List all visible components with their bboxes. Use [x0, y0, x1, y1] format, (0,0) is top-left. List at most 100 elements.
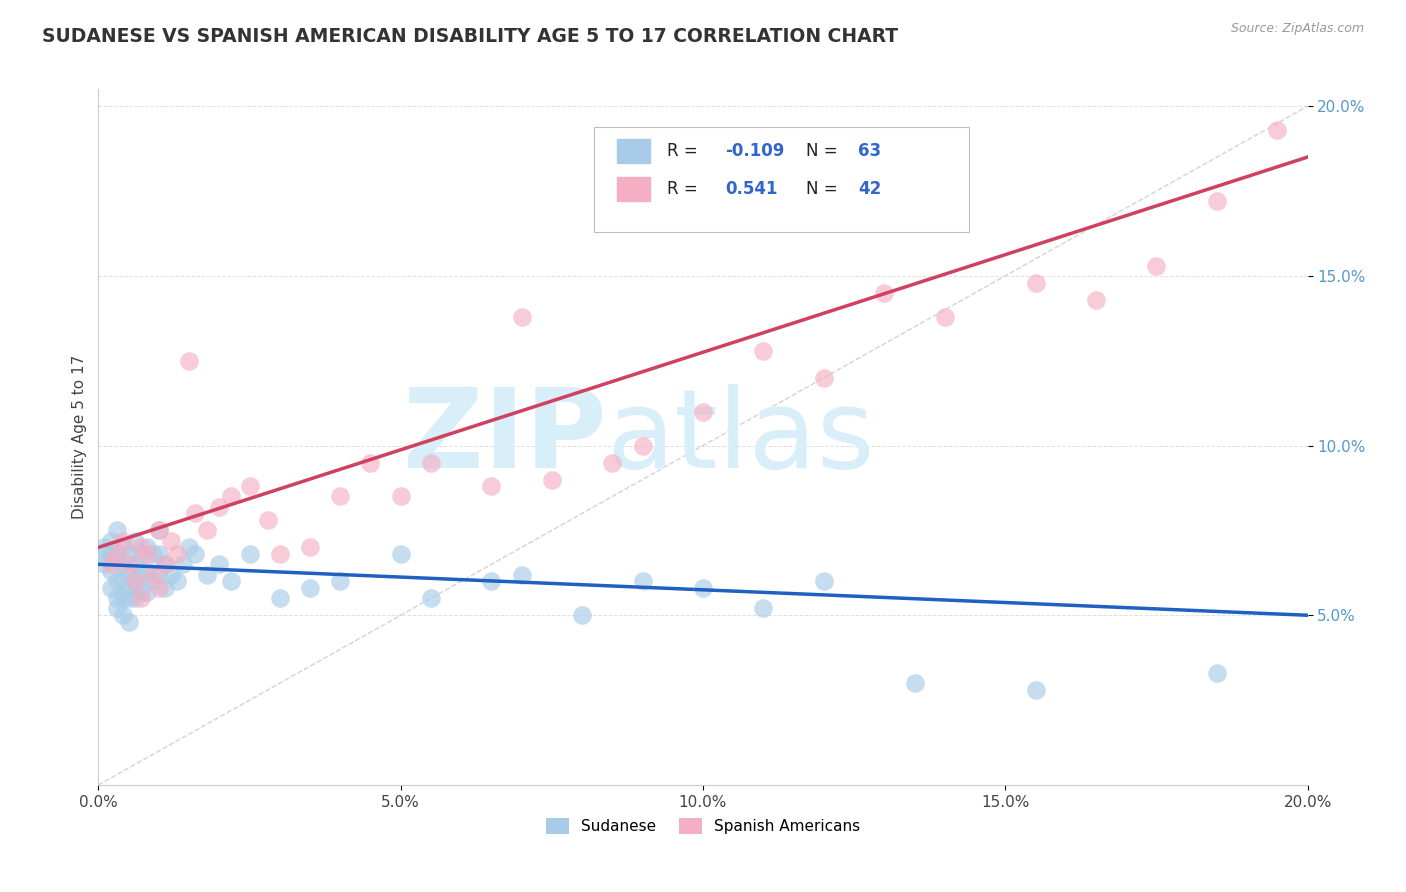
Point: [1206, 665, 1229, 680]
Point: [100, 558, 122, 572]
Point: [124, 533, 146, 548]
Point: [160, 567, 183, 582]
Point: [105, 574, 128, 589]
Point: [329, 574, 352, 589]
Point: [118, 591, 141, 606]
Point: [166, 547, 188, 561]
FancyBboxPatch shape: [617, 178, 650, 202]
Point: [129, 547, 152, 561]
Point: [105, 547, 128, 561]
Point: [124, 591, 146, 606]
Point: [160, 533, 183, 548]
Text: R =: R =: [666, 142, 703, 160]
Point: [166, 574, 188, 589]
Point: [256, 513, 278, 527]
Point: [111, 591, 134, 606]
Point: [135, 564, 157, 578]
Point: [153, 581, 176, 595]
Point: [142, 567, 165, 582]
Text: R =: R =: [666, 180, 703, 198]
Text: 42: 42: [858, 180, 882, 198]
Point: [135, 541, 157, 555]
Point: [129, 584, 152, 599]
Point: [118, 558, 141, 572]
Point: [1206, 194, 1229, 209]
Point: [1085, 293, 1108, 307]
Point: [360, 456, 382, 470]
Point: [124, 558, 146, 572]
Point: [813, 370, 835, 384]
Point: [105, 547, 128, 561]
Point: [100, 547, 122, 561]
Point: [631, 439, 654, 453]
Point: [105, 524, 128, 538]
Text: ZIP: ZIP: [404, 384, 606, 491]
Point: [873, 285, 896, 300]
Point: [124, 574, 146, 589]
Point: [195, 567, 218, 582]
Point: [208, 500, 231, 514]
Point: [105, 591, 128, 606]
Point: [299, 541, 322, 555]
Point: [111, 574, 134, 589]
Point: [111, 608, 134, 623]
Point: [752, 343, 775, 358]
Point: [135, 584, 157, 599]
Text: -0.109: -0.109: [724, 142, 785, 160]
Point: [153, 558, 176, 572]
FancyBboxPatch shape: [595, 128, 969, 232]
Point: [692, 404, 714, 418]
Point: [100, 564, 122, 578]
Text: N =: N =: [806, 142, 842, 160]
Point: [329, 490, 352, 504]
Point: [135, 547, 157, 561]
Point: [184, 547, 207, 561]
Point: [1144, 259, 1167, 273]
Point: [510, 310, 533, 324]
Point: [1267, 123, 1289, 137]
Point: [148, 524, 170, 538]
Point: [389, 490, 412, 504]
Point: [481, 479, 503, 493]
Legend: Sudanese, Spanish Americans: Sudanese, Spanish Americans: [540, 812, 866, 840]
Point: [100, 533, 122, 548]
Point: [184, 507, 207, 521]
Point: [129, 541, 152, 555]
Point: [195, 524, 218, 538]
Point: [129, 567, 152, 582]
Point: [129, 591, 152, 606]
Point: [93, 541, 115, 555]
Point: [179, 541, 201, 555]
Point: [153, 558, 176, 572]
Point: [813, 574, 835, 589]
Point: [93, 558, 115, 572]
Point: [111, 533, 134, 548]
Point: [904, 676, 927, 690]
Text: 63: 63: [858, 142, 882, 160]
Text: atlas: atlas: [606, 384, 875, 491]
Text: Source: ZipAtlas.com: Source: ZipAtlas.com: [1230, 22, 1364, 36]
Point: [571, 608, 593, 623]
Text: 0.541: 0.541: [724, 180, 778, 198]
Point: [299, 581, 322, 595]
Y-axis label: Disability Age 5 to 17: Disability Age 5 to 17: [72, 355, 87, 519]
Point: [208, 558, 231, 572]
Point: [148, 547, 170, 561]
Point: [172, 558, 194, 572]
Point: [510, 567, 533, 582]
Point: [269, 591, 291, 606]
Point: [111, 541, 134, 555]
Point: [934, 310, 956, 324]
Text: N =: N =: [806, 180, 842, 198]
Point: [118, 581, 141, 595]
Point: [239, 547, 262, 561]
Point: [142, 574, 165, 589]
Point: [148, 581, 170, 595]
Point: [239, 479, 262, 493]
Point: [118, 615, 141, 629]
Point: [692, 581, 714, 595]
Point: [389, 547, 412, 561]
FancyBboxPatch shape: [617, 139, 650, 163]
Point: [752, 601, 775, 615]
Point: [93, 547, 115, 561]
